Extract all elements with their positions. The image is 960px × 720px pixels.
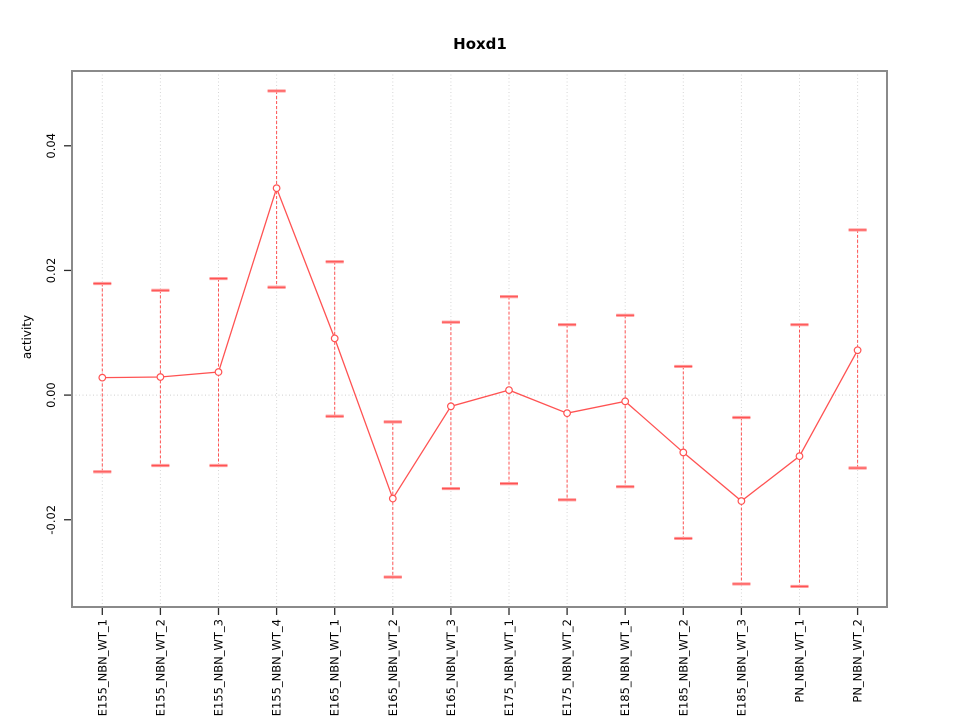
data-point-marker: [447, 402, 455, 411]
data-point-marker: [563, 409, 571, 418]
x-axis-label: E175_NBN_WT_2: [560, 619, 574, 716]
y-axis-label: -0.02: [44, 505, 58, 535]
y-axis-label: 0.02: [44, 258, 58, 284]
chart-title: Hoxd1: [453, 35, 507, 53]
data-point-marker: [853, 346, 862, 355]
x-axis-label: E185_NBN_WT_3: [734, 619, 748, 716]
data-point-marker: [98, 373, 107, 382]
data-point-marker: [795, 452, 804, 461]
data-point-marker: [272, 184, 281, 193]
x-axis-label: E165_NBN_WT_3: [444, 619, 458, 716]
x-axis-label: E165_NBN_WT_2: [386, 619, 400, 716]
data-point-marker: [330, 334, 339, 343]
y-axis-title: activity: [20, 314, 34, 360]
x-axis-label: E155_NBN_WT_3: [212, 619, 226, 716]
plot-box-border: [71, 70, 888, 608]
data-point-marker: [505, 386, 513, 395]
x-axis-label: E175_NBN_WT_1: [502, 619, 516, 716]
y-axis-label: 0.04: [44, 133, 58, 159]
x-axis-label: PN_NBN_WT_1: [793, 619, 807, 703]
data-point-marker: [679, 448, 688, 457]
data-point-marker: [737, 497, 746, 505]
x-axis-label: E185_NBN_WT_2: [676, 619, 690, 716]
x-axis-label: E165_NBN_WT_1: [328, 619, 342, 716]
x-axis-label: E155_NBN_WT_1: [95, 619, 109, 716]
x-axis-label: E155_NBN_WT_2: [153, 619, 167, 716]
data-point-marker: [621, 397, 630, 406]
x-axis-label: PN_NBN_WT_2: [851, 619, 865, 703]
data-point-marker: [214, 368, 223, 376]
x-axis-label: E155_NBN_WT_4: [270, 619, 284, 716]
series-line: [102, 186, 859, 502]
y-axis-label: 0.00: [44, 382, 58, 408]
x-axis-label: E185_NBN_WT_1: [618, 619, 632, 716]
data-point-marker: [388, 494, 397, 503]
data-point-marker: [156, 373, 165, 381]
